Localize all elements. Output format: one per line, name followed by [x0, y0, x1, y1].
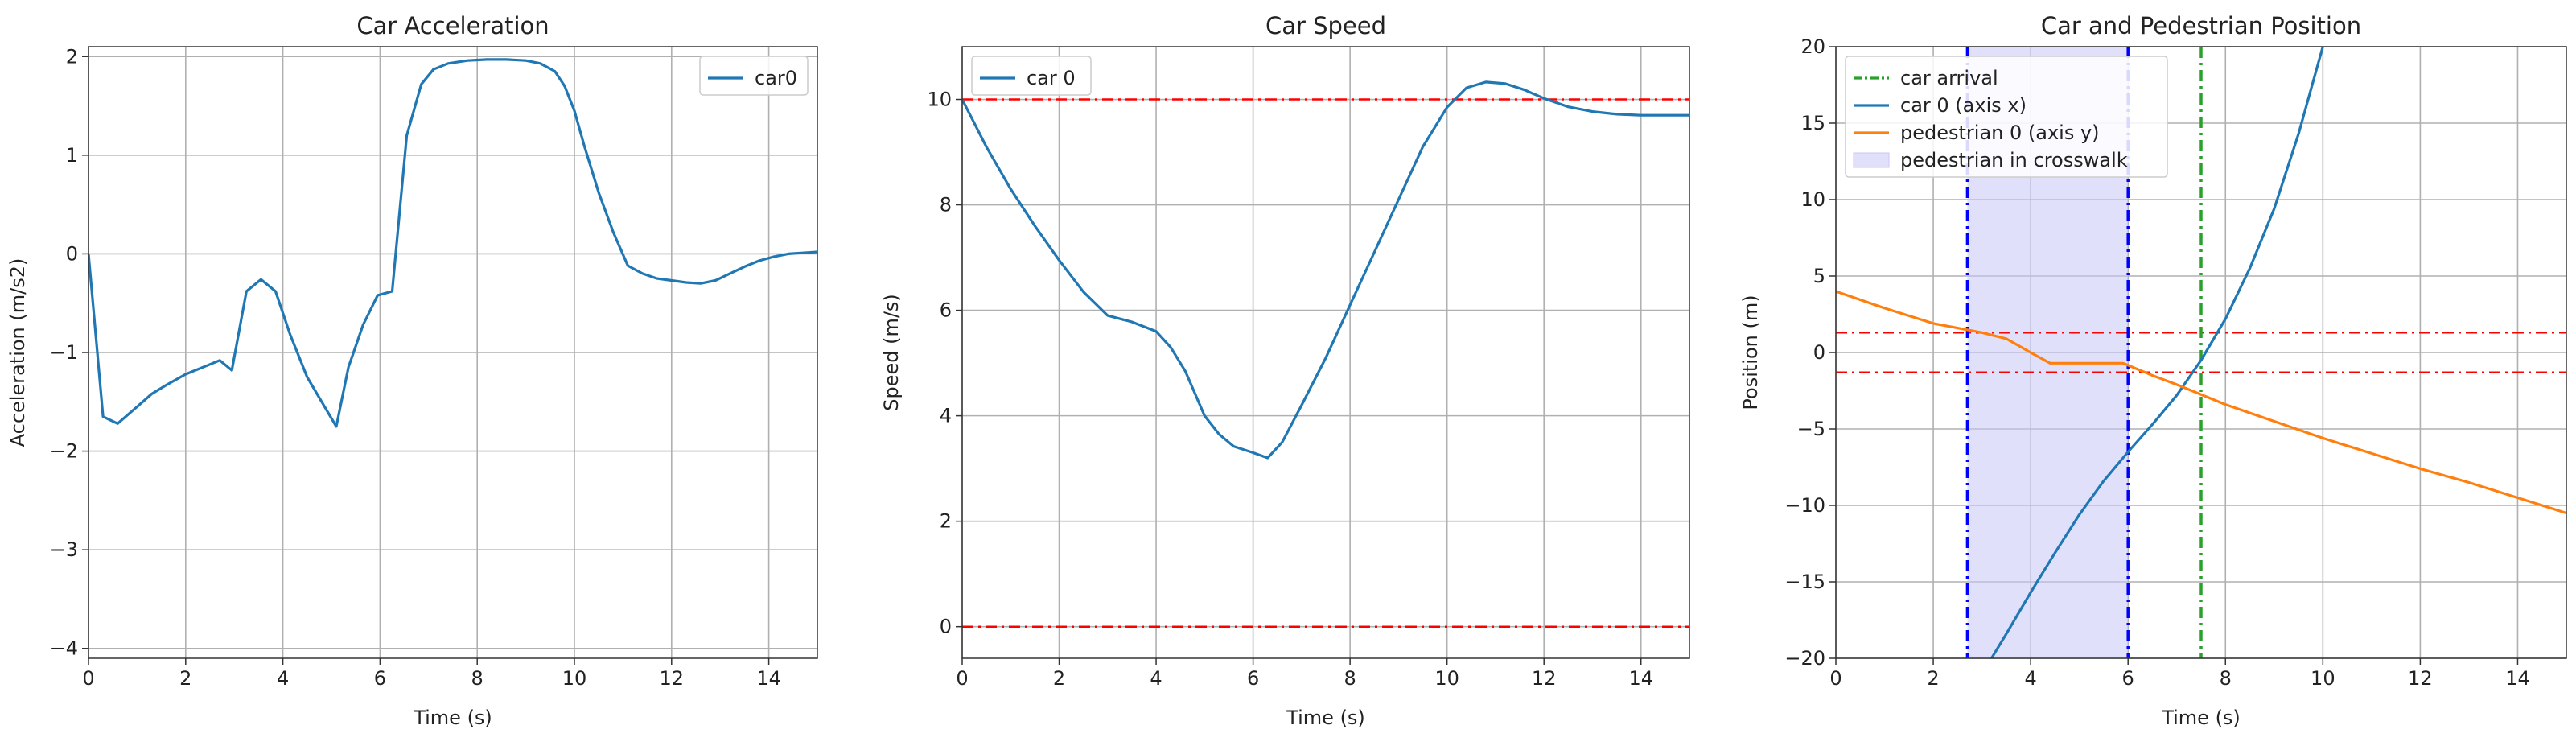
x-tick-label: 10 [2311, 667, 2335, 690]
x-ticks: 0 2 4 6 8 10 12 14 [82, 658, 781, 690]
series-layer [962, 80, 1689, 460]
acceleration-chart: Car Acceleration 0 2 4 6 8 10 12 14 −4−3−2−1012… [6, 12, 818, 729]
legend-box [971, 56, 1092, 96]
y-tick-label: 0 [1813, 341, 1825, 364]
x-tick-label: 6 [1247, 667, 1259, 690]
series-layer [88, 58, 817, 428]
x-tick-label: 2 [179, 667, 191, 690]
y-ticks: 0 2 4 6 8 10 [927, 89, 962, 638]
y-ticks: −4 −3 −2 −1 0 1 2 [50, 45, 88, 660]
y-tick-label: 20 [1800, 35, 1825, 58]
x-tick-label: 6 [374, 667, 386, 690]
chart-title: Car and Pedestrian Position [2041, 12, 2361, 39]
legend-label: car arrival [1900, 67, 1998, 89]
y-tick-label: −2 [50, 440, 78, 463]
y-tick-label: −10 [1784, 494, 1825, 517]
x-tick-label: 14 [1628, 667, 1653, 690]
y-tick-label: −20 [1784, 647, 1825, 670]
legend-label: pedestrian 0 (axis y) [1900, 122, 2100, 144]
legend-label: car 0 [1027, 67, 1076, 89]
chart-title: Car Speed [1265, 12, 1386, 39]
y-tick-label: 0 [66, 242, 78, 265]
y-tick-label: −3 [50, 538, 78, 561]
legend-box [1845, 56, 2168, 178]
y-tick-label: 15 [1800, 112, 1825, 134]
legend-swatch [1853, 152, 1890, 168]
series-line [962, 80, 1689, 460]
y-tick-label: 2 [66, 45, 78, 68]
x-tick-label: 12 [660, 667, 685, 690]
y-tick-label: 5 [1813, 265, 1825, 287]
x-tick-label: 0 [956, 667, 968, 690]
x-tick-label: 0 [1829, 667, 1841, 690]
reference-lines [962, 98, 1689, 628]
x-tick-label: 6 [2122, 667, 2134, 690]
x-tick-label: 4 [2024, 667, 2036, 690]
plot-frame [961, 46, 1690, 659]
x-tick-label: 14 [2505, 667, 2530, 690]
y-tick-label: −4 [50, 637, 78, 660]
x-tick-label: 12 [2408, 667, 2433, 690]
x-tick-label: 0 [82, 667, 94, 690]
speed-chart: Car Speed 0 2 4 6 8 10 12 14 0 2 4 6 8 10 Time (s) S… [880, 12, 1690, 729]
y-tick-label: −15 [1784, 571, 1825, 593]
x-tick-label: 8 [1344, 667, 1356, 690]
y-tick-label: 2 [940, 510, 952, 533]
y-ticks: −20 −15 −10 −5 0 5 10 15 20 [1784, 35, 1836, 670]
x-ticks: 0 2 4 6 8 10 12 14 [956, 658, 1653, 690]
y-tick-label: 4 [940, 405, 952, 427]
legend: car0 [699, 56, 809, 96]
y-tick-label: 6 [940, 299, 952, 322]
series-line [1836, 290, 2566, 515]
series-line [1990, 47, 2324, 658]
legend: car arrival car 0 (axis x) pedestrian 0 (a… [1845, 56, 2168, 178]
x-tick-label: 10 [562, 667, 587, 690]
y-tick-label: 8 [940, 194, 952, 216]
y-tick-label: 1 [66, 144, 78, 167]
x-tick-label: 8 [2220, 667, 2232, 690]
grid [88, 47, 817, 658]
series-layer [1836, 47, 2566, 658]
x-tick-label: 4 [277, 667, 289, 690]
legend-label: car0 [755, 67, 797, 89]
legend-label: pedestrian in crosswalk [1900, 149, 2128, 171]
series-line [88, 58, 817, 428]
x-tick-label: 4 [1150, 667, 1162, 690]
x-tick-label: 14 [756, 667, 781, 690]
x-tick-label: 10 [1434, 667, 1459, 690]
y-tick-label: −1 [50, 341, 78, 364]
y-axis-label: Speed (m/s) [880, 294, 903, 411]
x-tick-label: 2 [1927, 667, 1939, 690]
legend: car 0 [971, 56, 1092, 96]
chart-title: Car Acceleration [356, 12, 549, 39]
position-chart: Car and Pedestrian Position 0 2 4 6 8 10 12 14 … [1739, 12, 2567, 729]
x-tick-label: 2 [1053, 667, 1065, 690]
legend-box [699, 56, 809, 96]
y-axis-label: Position (m) [1739, 295, 1762, 410]
x-ticks: 0 2 4 6 8 10 12 14 [1829, 658, 2530, 690]
x-tick-label: 12 [1532, 667, 1557, 690]
x-axis-label: Time (s) [1286, 707, 1365, 729]
y-tick-label: −5 [1797, 418, 1825, 440]
y-tick-label: 0 [940, 616, 952, 638]
x-axis-label: Time (s) [413, 707, 492, 729]
x-tick-label: 8 [471, 667, 484, 690]
x-axis-label: Time (s) [2161, 707, 2241, 729]
y-tick-label: 10 [927, 89, 952, 111]
y-tick-label: 10 [1800, 188, 1825, 211]
y-axis-label: Acceleration (m/s2) [6, 258, 29, 447]
legend-label: car 0 (axis x) [1900, 94, 2027, 117]
grid [961, 47, 1689, 658]
